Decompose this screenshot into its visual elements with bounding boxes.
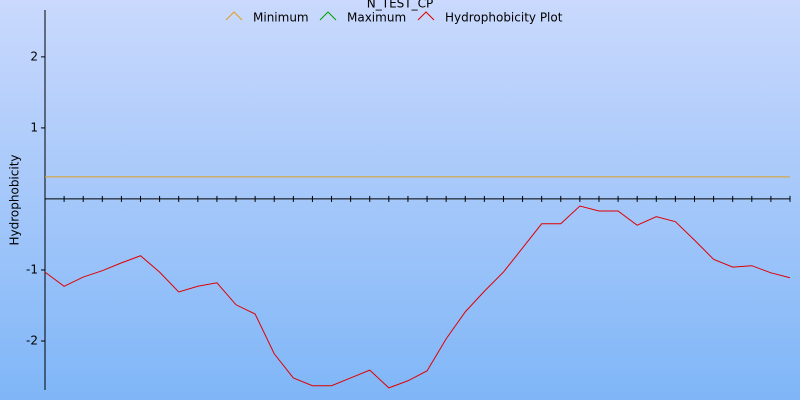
- legend-label: Maximum: [347, 11, 406, 25]
- legend-icon: [225, 11, 243, 21]
- y-tick-label: -2: [26, 333, 38, 347]
- legend-icon: [417, 11, 435, 21]
- legend-icon: [319, 11, 337, 21]
- series-line: [44, 205, 791, 389]
- y-tick-label: -1: [26, 262, 38, 276]
- y-tick-label: 1: [30, 120, 38, 134]
- legend-label: Minimum: [253, 11, 309, 25]
- y-tick-label: 2: [30, 49, 38, 63]
- y-axis-label: Hydrophobicity: [8, 154, 22, 245]
- legend: Minimum Maximum Hydrophobicity Plot: [225, 11, 563, 25]
- legend-label: Hydrophobicity Plot: [445, 11, 563, 25]
- chart-title: N_TEST_CP: [367, 0, 433, 11]
